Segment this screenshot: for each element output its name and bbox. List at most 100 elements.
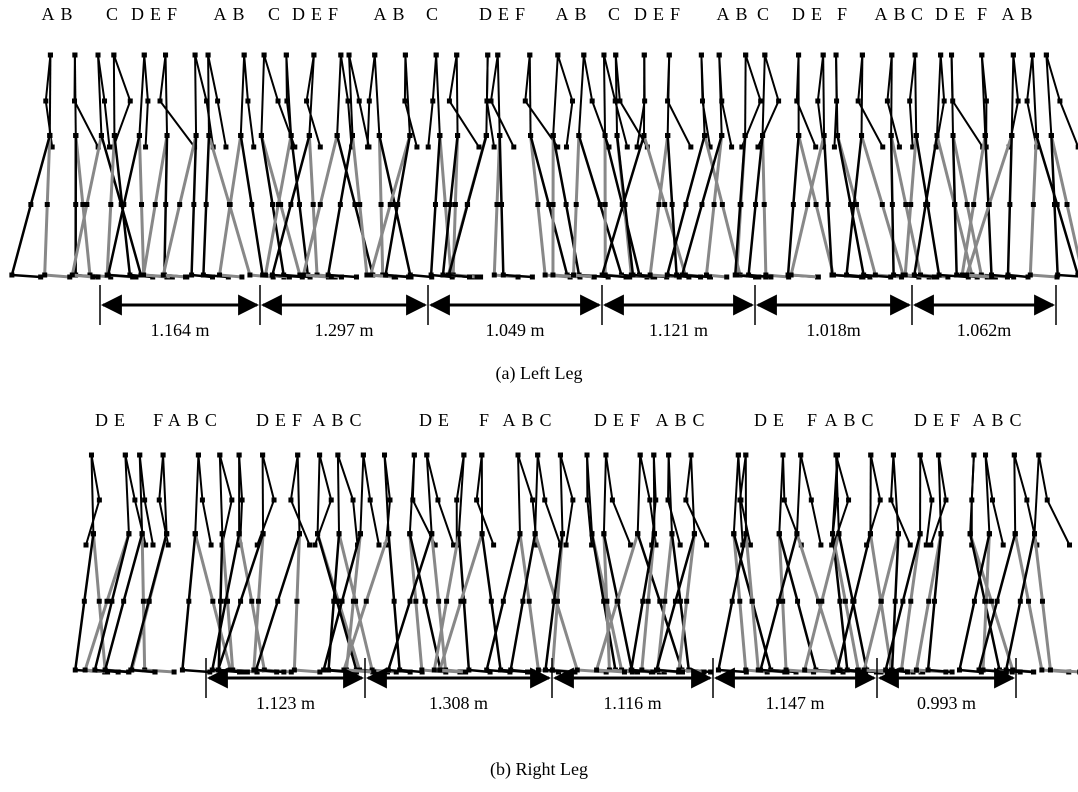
joint	[851, 598, 857, 604]
joint	[245, 98, 251, 104]
limb	[1037, 454, 1071, 546]
joint	[527, 52, 533, 58]
joint	[640, 598, 646, 604]
joint	[542, 272, 548, 278]
limb	[615, 135, 655, 279]
stick-figures	[9, 52, 1078, 280]
joint	[413, 598, 419, 604]
phase-label: DEF	[131, 4, 183, 24]
joint	[743, 452, 749, 458]
joint	[794, 98, 800, 104]
joint	[80, 202, 86, 207]
joint	[707, 274, 713, 280]
limb	[528, 54, 532, 136]
joint	[317, 202, 323, 207]
joint	[254, 542, 260, 548]
joint	[776, 531, 782, 537]
phase-label: DE	[419, 410, 455, 430]
joint	[829, 272, 835, 278]
phase-label: AB	[213, 4, 250, 24]
limb	[239, 54, 246, 136]
joint	[665, 98, 671, 104]
joint	[889, 52, 895, 58]
joint	[227, 202, 233, 207]
joint	[923, 202, 929, 207]
joint	[1033, 133, 1039, 138]
limb	[733, 135, 756, 279]
joint	[108, 202, 114, 207]
joint	[454, 52, 460, 58]
joint	[152, 669, 158, 675]
joint	[941, 98, 947, 104]
joint	[511, 144, 517, 150]
joint	[479, 531, 485, 537]
joint	[936, 452, 942, 458]
joint	[623, 274, 629, 280]
joint	[532, 531, 538, 537]
joint	[926, 598, 932, 604]
joint	[385, 667, 391, 673]
joint	[387, 497, 393, 503]
joint	[195, 452, 201, 458]
joint	[143, 542, 149, 548]
joint	[260, 452, 266, 458]
joint	[325, 272, 331, 278]
joint	[491, 542, 497, 548]
joint	[111, 52, 117, 58]
joint	[925, 667, 931, 673]
limb	[260, 54, 266, 136]
limb	[845, 135, 871, 279]
limb	[218, 454, 224, 534]
joint	[461, 452, 467, 458]
joint	[1029, 52, 1035, 58]
joint	[844, 272, 850, 278]
joint	[414, 144, 420, 150]
joint	[431, 667, 437, 673]
joint	[1075, 144, 1078, 150]
joint	[1009, 133, 1015, 138]
limb	[301, 135, 339, 279]
joint	[964, 202, 970, 207]
phase-label: C	[268, 4, 286, 24]
joint	[855, 98, 861, 104]
joint	[917, 452, 923, 458]
limb	[336, 54, 342, 136]
limb	[602, 54, 607, 136]
joint	[363, 598, 369, 604]
joint	[223, 144, 229, 150]
joint	[584, 497, 590, 503]
joint	[861, 272, 867, 278]
stride-length: 1.297 m	[314, 320, 373, 340]
joint	[127, 98, 133, 104]
joint	[430, 98, 436, 104]
joint	[249, 202, 255, 207]
joint	[288, 497, 294, 503]
limb	[690, 454, 696, 534]
joint	[72, 98, 78, 104]
caption: (b) Right Leg	[490, 759, 588, 780]
joint	[141, 272, 147, 278]
joint	[1027, 272, 1033, 278]
joint	[934, 274, 940, 280]
joint	[833, 52, 839, 58]
joint	[825, 202, 831, 207]
joint	[183, 274, 189, 280]
joint	[526, 598, 532, 604]
joint	[896, 144, 902, 150]
joint	[275, 598, 281, 604]
limb	[577, 54, 585, 136]
limb	[914, 54, 918, 136]
joint	[776, 98, 782, 104]
joint	[436, 598, 442, 604]
joint	[260, 272, 266, 278]
joint	[990, 497, 996, 503]
joint	[209, 274, 215, 280]
joint	[859, 133, 865, 138]
joint	[1039, 598, 1045, 604]
joint	[296, 202, 302, 207]
joint	[310, 202, 316, 207]
phase-label: C	[426, 4, 444, 24]
joint	[209, 667, 215, 673]
limb	[795, 454, 802, 534]
joint	[321, 667, 327, 673]
